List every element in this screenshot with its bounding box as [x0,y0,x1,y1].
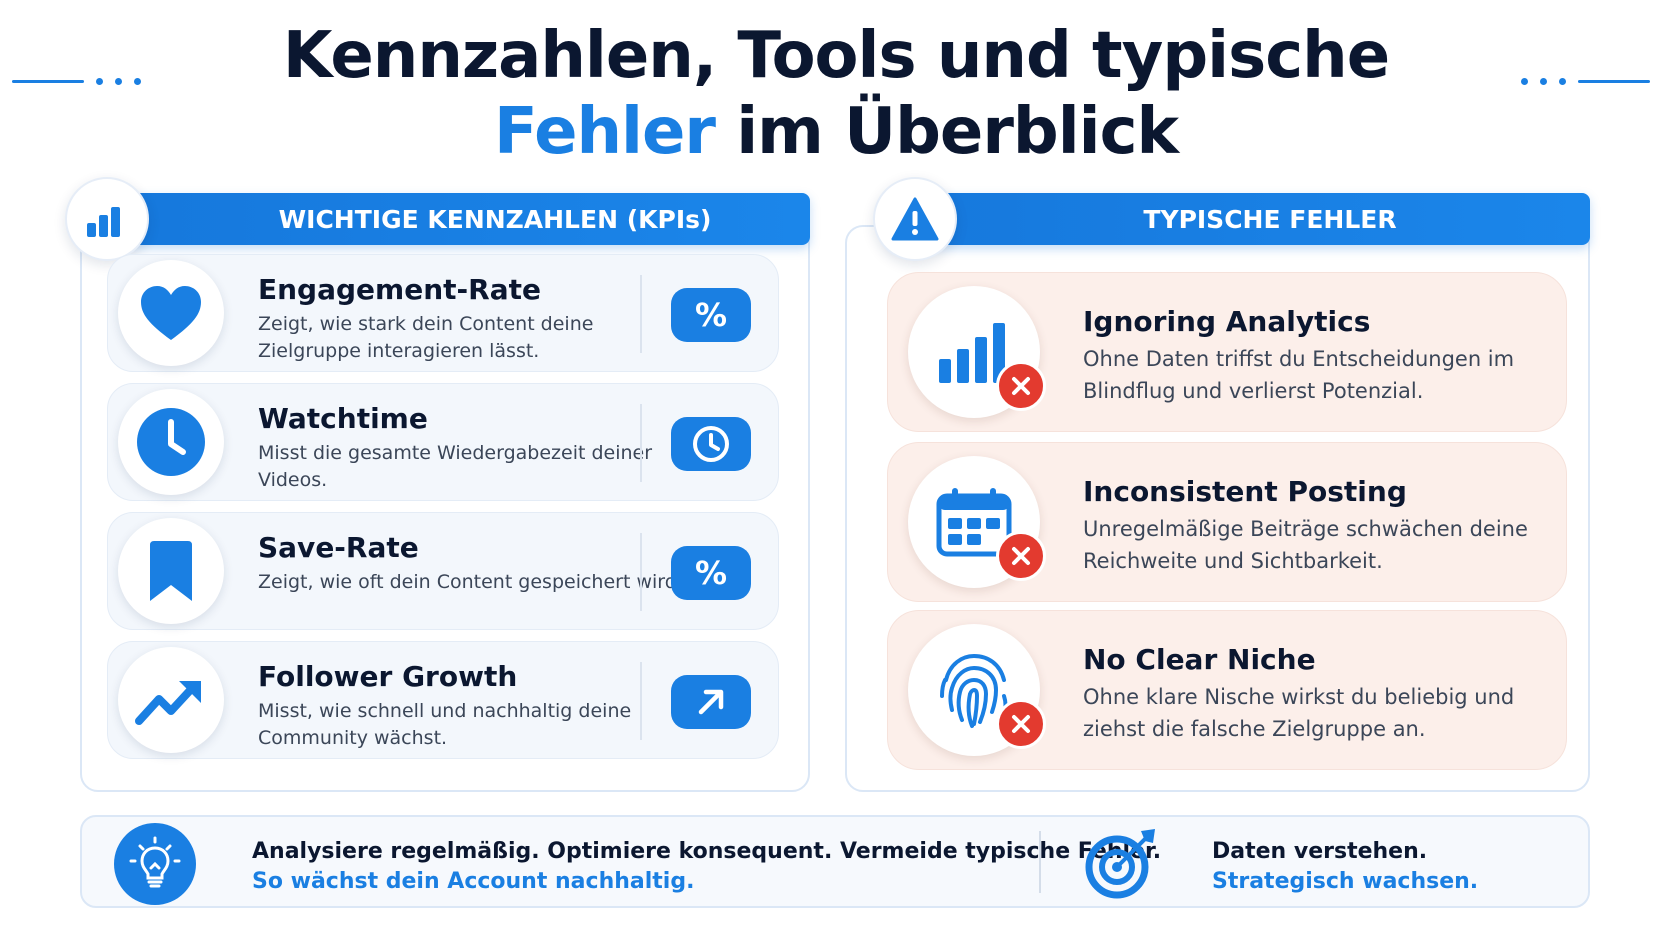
errors-header: TYPISCHE FEHLER [890,193,1590,245]
error-item-description: Ohne klare Nische wirkst du beliebig und… [1083,685,1515,741]
kpi-item-engagement-rate: Engagement-Rate Zeigt, wie stark dein Co… [107,254,779,372]
footer-slogan-primary: Daten verstehen. [1212,839,1428,864]
warning-icon [873,177,957,261]
kpi-header: WICHTIGE KENNZAHLEN (KPIs) [120,193,810,245]
kpi-item-name: Follower Growth [258,660,518,693]
close-icon [996,361,1046,411]
error-item-name: No Clear Niche [1083,643,1316,676]
error-item-name: Inconsistent Posting [1083,475,1407,508]
clock-outline-icon [671,417,751,471]
title-accent-word: Fehler [493,95,716,169]
percent-badge: % [671,288,751,342]
target-icon [1085,827,1159,903]
divider [640,533,642,611]
title-line1: Kennzahlen, Tools und typische [282,19,1390,93]
kpi-item-name: Engagement-Rate [258,273,541,306]
bar-chart-icon [65,177,149,261]
error-item-inconsistent-posting: Inconsistent Posting Unregelmäßige Beitr… [887,442,1567,602]
divider [640,662,642,740]
kpi-item-name: Save-Rate [258,531,419,564]
divider [640,275,642,353]
footer-text-highlight: So wächst dein Account nachhaltig. [252,869,695,894]
kpi-item-description: Zeigt, wie stark dein Content deine Ziel… [258,313,594,362]
divider [640,404,642,482]
bookmark-icon [118,518,224,624]
kpi-item-watchtime: Watchtime Misst die gesamte Wiedergabeze… [107,383,779,501]
error-item-name: Ignoring Analytics [1083,305,1371,338]
title-decoration-right [1521,76,1650,86]
kpi-item-description: Zeigt, wie oft dein Content gespeichert … [258,571,683,593]
error-item-ignoring-analytics: Ignoring Analytics Ohne Daten triffst du… [887,272,1567,432]
title-line2-rest: im Überblick [714,95,1179,169]
arrow-up-right-icon [671,675,751,729]
clock-icon [118,389,224,495]
kpi-item-description: Misst die gesamte Wiedergabezeit deiner … [258,442,653,491]
divider [1039,831,1041,893]
footer-bar: Analysiere regelmäßig. Optimiere konsequ… [80,815,1590,908]
close-icon [996,699,1046,749]
error-item-description: Ohne Daten triffst du Entscheidungen im … [1083,347,1515,403]
bar-chart-icon [908,286,1040,418]
errors-header-label: TYPISCHE FEHLER [1143,204,1397,234]
error-item-no-clear-niche: No Clear Niche Ohne klare Nische wirkst … [887,610,1567,770]
footer-slogan-highlight: Strategisch wachsen. [1212,869,1479,894]
page-title: Kennzahlen, Tools und typische Fehler im… [0,18,1672,170]
trend-up-icon [118,647,224,753]
kpi-item-save-rate: Save-Rate Zeigt, wie oft dein Content ge… [107,512,779,630]
footer-text-primary: Analysiere regelmäßig. Optimiere konsequ… [252,839,1162,864]
kpi-item-description: Misst, wie schnell und nachhaltig deine … [258,700,632,749]
kpi-header-label: WICHTIGE KENNZAHLEN (KPIs) [278,204,712,234]
percent-badge: % [671,546,751,600]
error-item-description: Unregelmäßige Beiträge schwächen deine R… [1083,517,1528,573]
heart-icon [118,260,224,366]
close-icon [996,531,1046,581]
title-decoration-left [12,76,141,86]
lightbulb-icon [114,823,196,905]
kpi-item-follower-growth: Follower Growth Misst, wie schnell und n… [107,641,779,759]
kpi-item-name: Watchtime [258,402,428,435]
